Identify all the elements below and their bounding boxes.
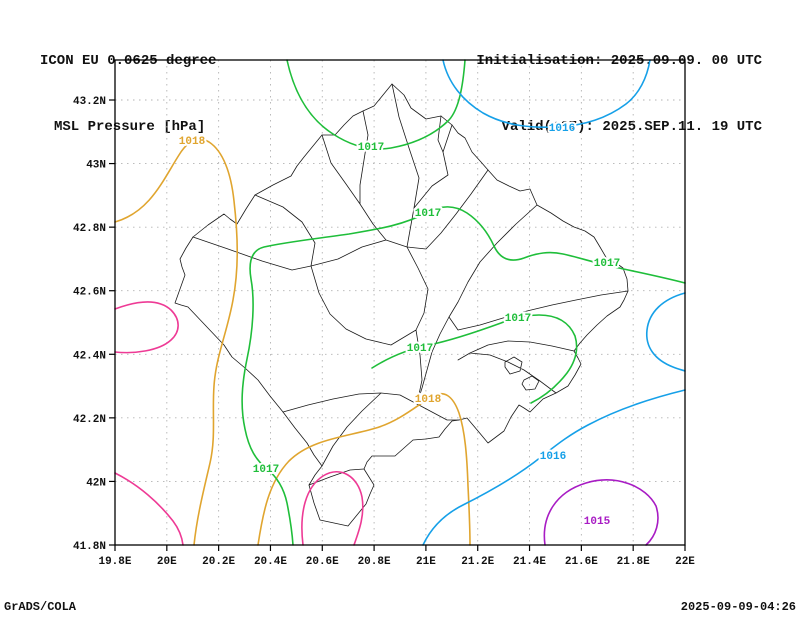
isobar-1016-line-southeast	[422, 389, 686, 546]
isobar-pink-line-southwest	[114, 472, 184, 546]
isobar-1017-line-central	[371, 314, 578, 404]
initialisation-time: Initialisation: 2025.09.09. 00 UTC	[476, 53, 762, 69]
y-tick-label: 42N	[86, 477, 106, 489]
isobar-1017-line-main	[241, 206, 686, 546]
isobar-pink-line-west-tongue	[114, 301, 179, 354]
isobar-value-labels: 1018 1017 1016 1017 1017 1017 1017 1018 1016 1017…	[177, 121, 622, 530]
country-outer-border	[174, 83, 629, 527]
x-tick-label: 21.4E	[513, 556, 546, 568]
x-tick-label: 20.4E	[254, 556, 287, 568]
isobar-1015-line-southeast-loop	[543, 479, 659, 546]
isobar-1017-line-north	[286, 59, 466, 150]
kosovo-map-layer	[174, 83, 629, 527]
isobar-label-1018: 1018	[415, 394, 442, 406]
x-tick-label: 21E	[416, 556, 436, 568]
isobar-1016-line-east-tongue	[646, 292, 686, 372]
y-tick-label: 42.6N	[73, 287, 106, 299]
x-tick-label: 20E	[157, 556, 177, 568]
isobar-label-1017: 1017	[253, 464, 279, 476]
isobar-label-1017: 1017	[415, 208, 441, 220]
grads-credit: GrADS/COLA	[4, 600, 77, 614]
isobar-1018-line-west	[114, 138, 239, 546]
creation-timestamp: 2025-09-09-04:26	[680, 600, 796, 614]
y-tick-label: 42.2N	[73, 414, 106, 426]
model-name: ICON EU 0.0625 degree	[40, 53, 217, 69]
y-tick-label: 42.8N	[73, 223, 106, 235]
x-tick-label: 22E	[675, 556, 695, 568]
axis-layer: 19.8E 20E 20.2E 20.4E 20.6E 20.8E 21E 21.2E 21.4…	[73, 96, 695, 568]
time-header: Initialisation: 2025.09.09. 00 UTC Valid…	[476, 6, 762, 160]
x-tick-label: 21.2E	[461, 556, 494, 568]
valid-time: Valid(+67): 2025.SEP.11. 19 UTC	[501, 119, 762, 135]
isobar-label-1016: 1016	[540, 451, 566, 463]
x-tick-label: 20.2E	[202, 556, 235, 568]
isobar-label-1016: 1016	[549, 123, 575, 135]
x-tick-label: 20.6E	[306, 556, 339, 568]
isobar-label-1018: 1018	[179, 136, 206, 148]
isobar-label-1017: 1017	[594, 258, 620, 270]
isobar-label-1017: 1017	[407, 343, 433, 355]
x-tick-label: 21.6E	[565, 556, 598, 568]
variable-name: MSL Pressure [hPa]	[54, 119, 206, 135]
isobar-label-1015: 1015	[584, 516, 611, 528]
isobar-1018-line-south-arch	[257, 392, 471, 546]
model-header: ICON EU 0.0625 degree MSL Pressure [hPa]	[40, 6, 216, 160]
isobar-label-1017: 1017	[358, 142, 384, 154]
municipality-borders	[192, 83, 629, 486]
grid-layer	[115, 60, 685, 545]
y-tick-label: 43N	[86, 160, 106, 172]
isobar-label-1017: 1017	[505, 313, 531, 325]
y-tick-label: 41.8N	[73, 541, 106, 553]
isobar-pink-line-south-loop	[301, 471, 364, 546]
y-tick-label: 43.2N	[73, 96, 106, 108]
x-tick-label: 19.8E	[98, 556, 131, 568]
y-tick-label: 42.4N	[73, 350, 106, 362]
isobar-layer	[114, 59, 686, 546]
x-tick-label: 20.8E	[358, 556, 391, 568]
plot-frame	[114, 59, 686, 546]
isobar-1016-line-north	[442, 59, 651, 129]
x-tick-label: 21.8E	[617, 556, 650, 568]
